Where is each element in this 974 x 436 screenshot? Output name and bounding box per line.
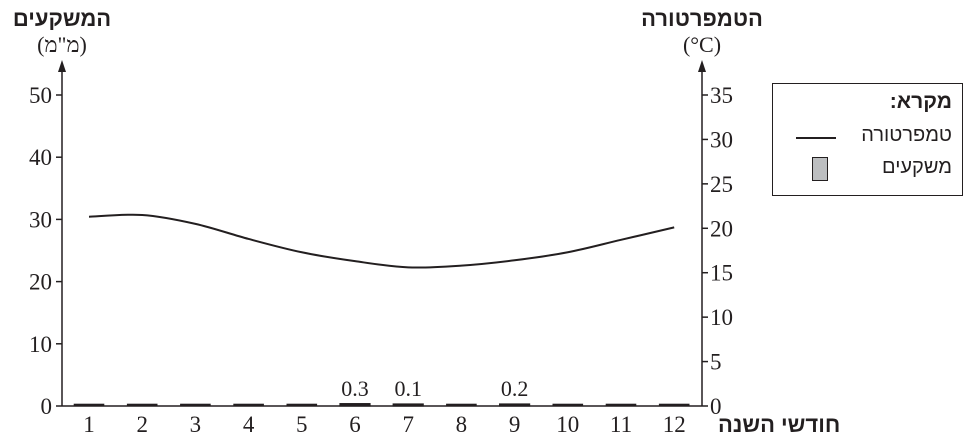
right-axis-ticks: 0 5 10 15 20 25 30 35	[702, 83, 733, 419]
x-tick-label: 7	[402, 412, 414, 436]
legend-label-precipitation: משקעים	[882, 156, 952, 178]
x-axis-title: חודשי השנה	[718, 412, 840, 436]
x-tick-label: 9	[509, 412, 521, 436]
right-axis-title: הטמפרטורה	[641, 6, 763, 31]
precipitation-bar	[233, 403, 264, 407]
bar-swatch-icon	[812, 157, 828, 181]
temperature-line-path	[88, 213, 675, 269]
precipitation-bar	[499, 403, 531, 407]
precipitation-bar	[73, 403, 105, 407]
legend-label-temperature: טמפרטורה	[861, 124, 952, 146]
temperature-line	[88, 213, 675, 269]
right-tick-label: 20	[710, 216, 733, 241]
left-tick-label: 50	[29, 83, 52, 108]
x-tick-label: 4	[243, 412, 255, 436]
legend-item-precipitation: משקעים	[782, 156, 952, 182]
right-tick-label: 10	[710, 305, 733, 330]
precipitation-bar	[605, 403, 637, 407]
precipitation-bar	[286, 403, 318, 407]
right-tick-label: 0	[710, 394, 722, 419]
x-axis-ticks: 1 2 3 4 5 6 7 8 9 10 11 12	[83, 412, 685, 436]
precipitation-bar	[552, 403, 584, 407]
x-tick-label: 2	[136, 412, 148, 436]
right-tick-label: 25	[710, 172, 733, 197]
right-tick-label: 30	[710, 127, 733, 152]
line-swatch-icon	[796, 137, 836, 139]
precipitation-bar	[658, 403, 690, 407]
precipitation-bar	[392, 403, 424, 407]
right-axis-arrow	[698, 60, 706, 72]
left-axis-unit: (מ"מ)	[37, 32, 87, 57]
x-tick-label: 1	[83, 412, 95, 436]
axes	[58, 60, 706, 407]
right-tick-label: 15	[710, 261, 733, 286]
precipitation-bar	[126, 403, 158, 407]
bar-value-label: 0.3	[341, 376, 369, 401]
right-tick-label: 35	[710, 83, 733, 108]
bar-value-label: 0.2	[501, 376, 529, 401]
legend-item-temperature: טמפרטורה	[782, 124, 952, 150]
x-tick-label: 3	[190, 412, 202, 436]
precipitation-bars: 0.3 0.1 0.2	[73, 376, 690, 407]
left-tick-label: 40	[29, 145, 52, 170]
right-tick-label: 5	[710, 350, 722, 375]
bar-value-label: 0.1	[394, 376, 422, 401]
x-tick-label: 6	[349, 412, 361, 436]
legend: מקרא: טמפרטורה משקעים	[772, 83, 963, 196]
x-tick-label: 5	[296, 412, 308, 436]
legend-title: מקרא:	[889, 90, 952, 113]
x-tick-label: 11	[610, 412, 632, 436]
precipitation-bar	[446, 403, 477, 407]
precipitation-bar	[180, 403, 211, 407]
left-axis-ticks: 0 10 20 30 40 50	[29, 83, 62, 419]
left-tick-label: 20	[29, 270, 52, 295]
x-tick-label: 10	[556, 412, 579, 436]
left-tick-label: 0	[41, 394, 53, 419]
x-tick-label: 8	[456, 412, 468, 436]
left-axis-arrow	[58, 60, 66, 72]
precipitation-bar	[339, 403, 371, 407]
left-tick-label: 30	[29, 207, 52, 232]
right-axis-unit: (°C)	[683, 32, 721, 57]
x-tick-label: 12	[663, 412, 686, 436]
left-axis-title: המשקעים	[13, 6, 111, 31]
left-tick-label: 10	[29, 332, 52, 357]
